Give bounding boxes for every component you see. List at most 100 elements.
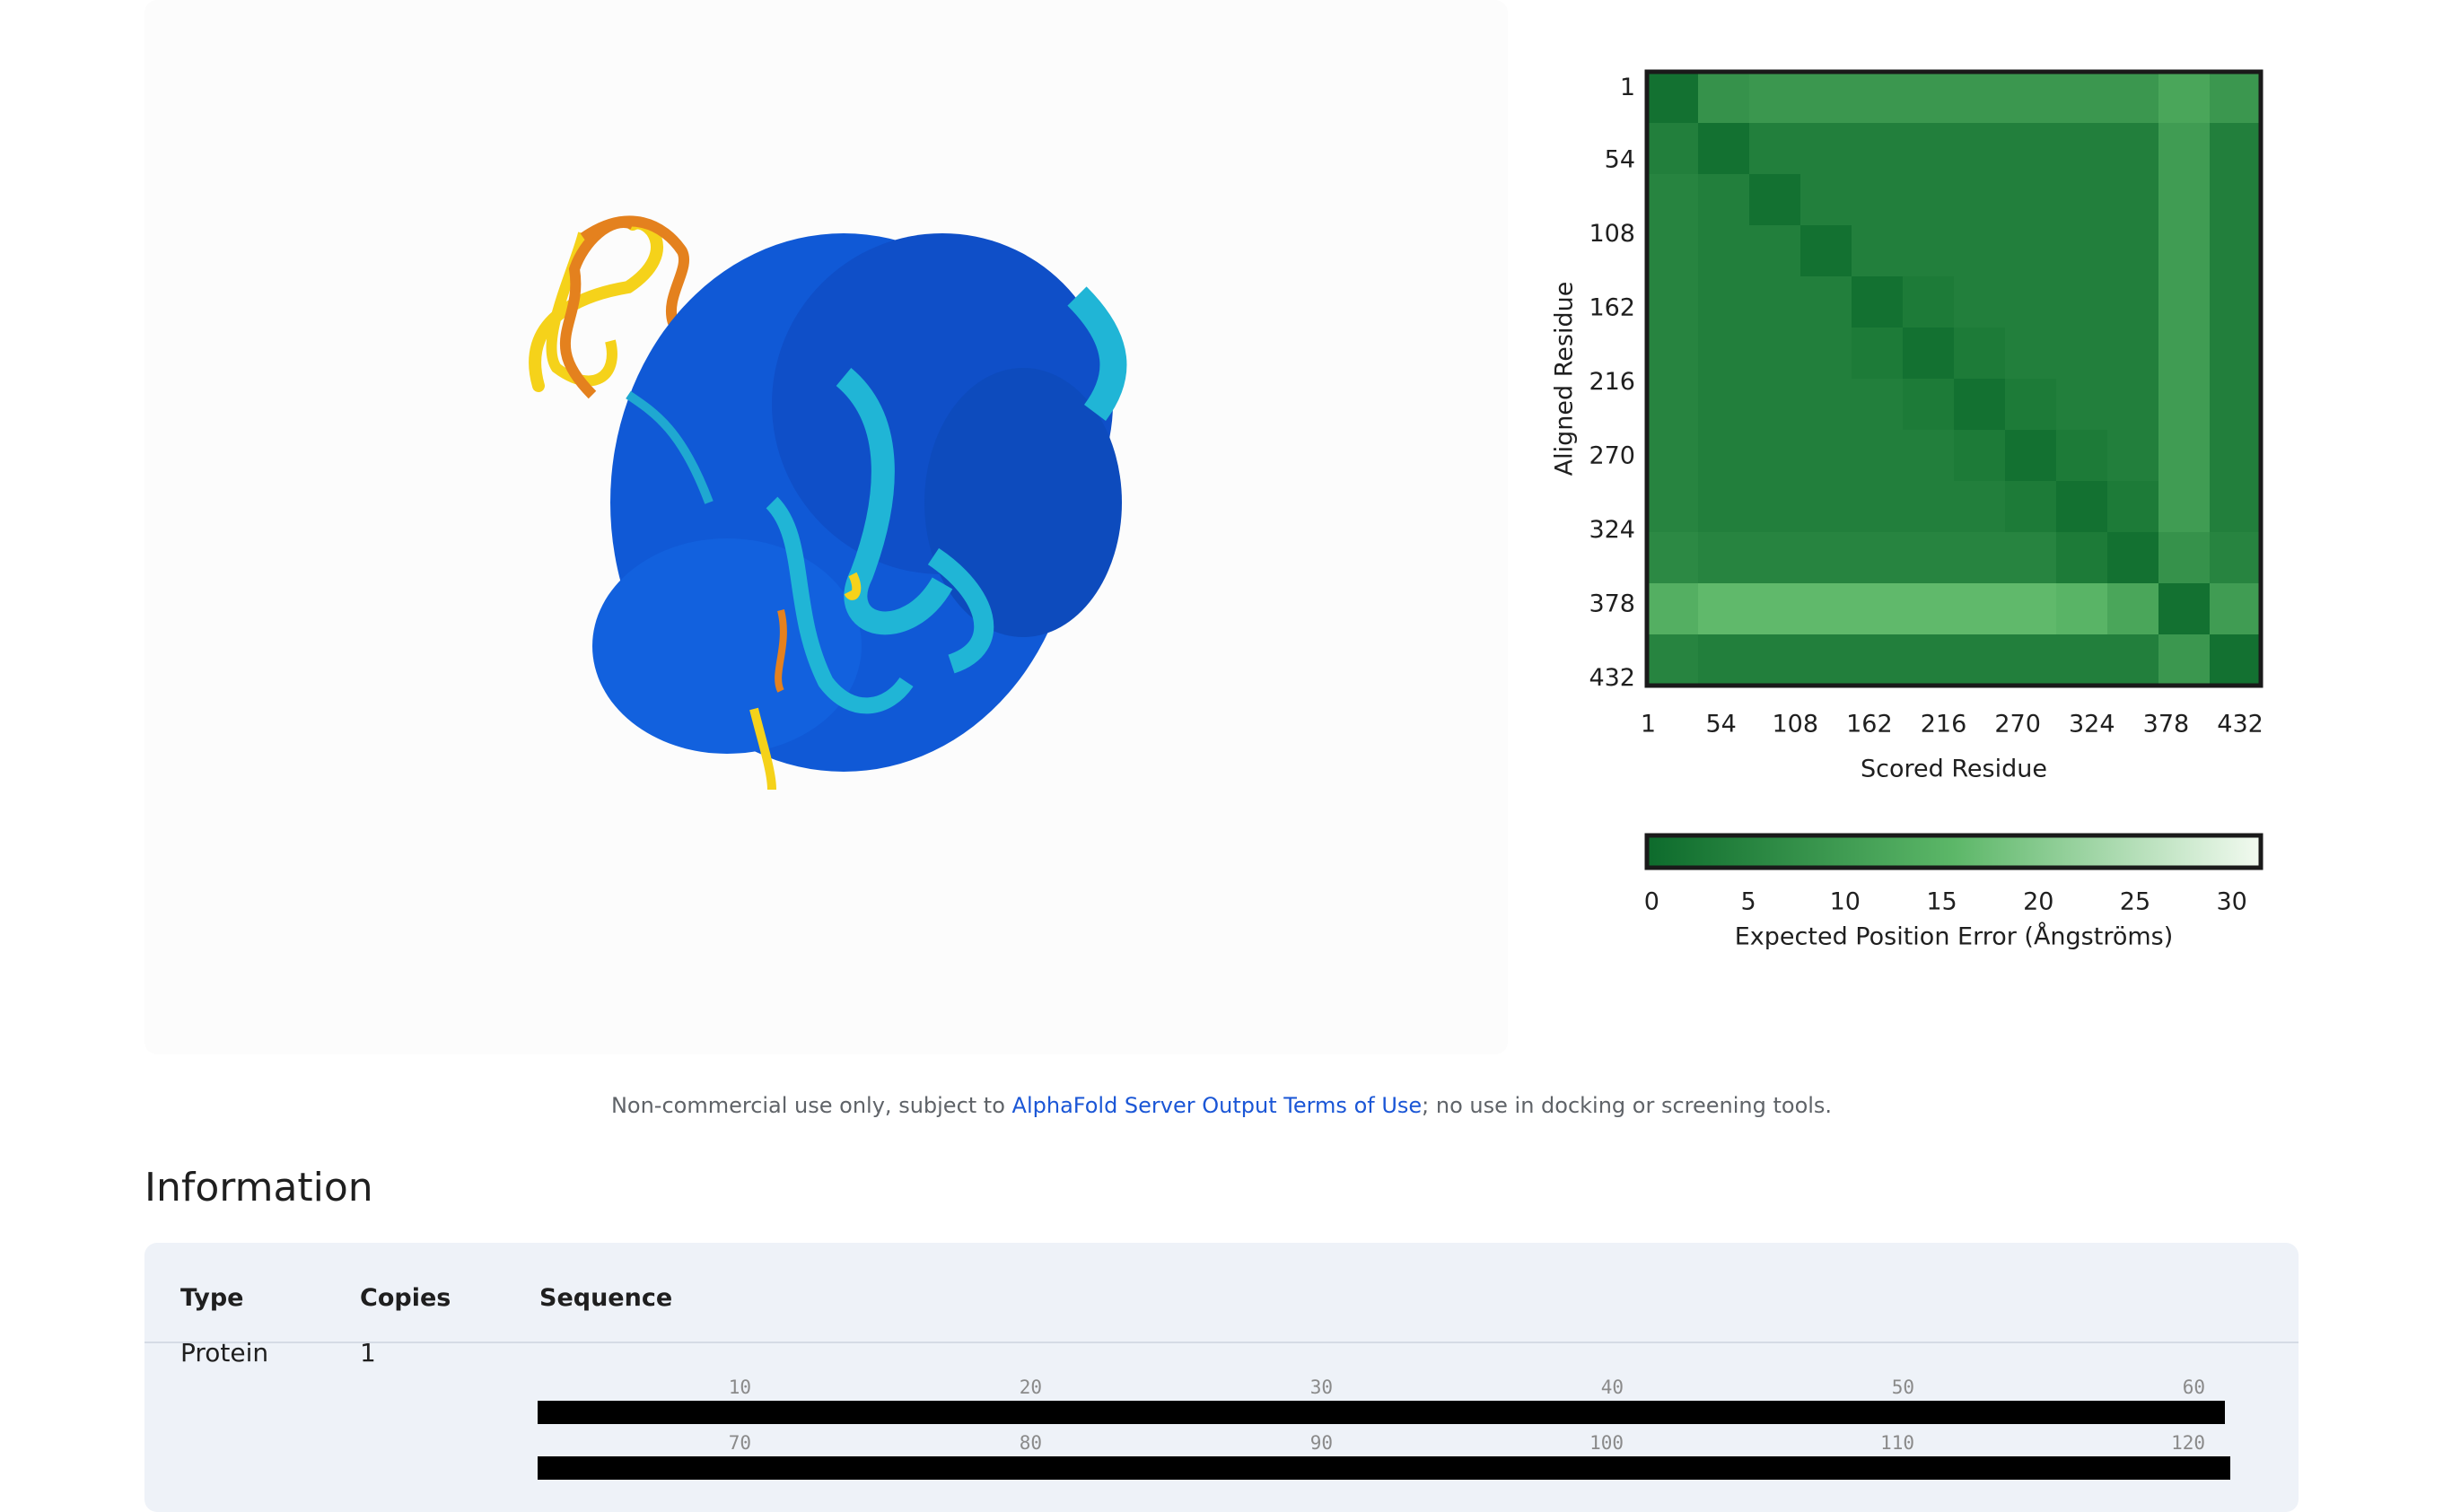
sequence-position: 100 [1589,1432,1624,1454]
heatmap-cell [1800,328,1852,380]
heatmap-cell [1852,174,1904,226]
heatmap-cell [1800,481,1852,533]
heatmap-cell [1749,276,1801,328]
heatmap-cell [1852,276,1904,328]
heatmap-cell [1647,532,1699,584]
heatmap-cell [1647,430,1699,482]
information-table: Type Copies Sequence Protein 1 10 20 30 40 5… [144,1243,2299,1512]
heatmap-cell [2158,532,2211,584]
heatmap-cell [1698,379,1750,431]
heatmap-frame [1644,69,2263,688]
x-tick-label: 432 [2217,711,2263,739]
heatmap-cell [1647,72,1699,124]
heatmap-cell [2107,532,2159,584]
heatmap-cell [1852,379,1904,431]
heatmap-cell [1852,225,1904,277]
heatmap-cell [1749,328,1801,380]
pae-heatmap [1647,72,2262,686]
x-tick-label: 216 [1921,711,1967,739]
entity-type: Protein [180,1338,269,1368]
heatmap-cell [1647,123,1699,175]
heatmap-cell [1954,328,2006,380]
heatmap-cell [1852,634,1904,686]
heatmap-cell [1647,583,1699,635]
heatmap-cell [2210,225,2262,277]
heatmap-cell [2158,481,2211,533]
heatmap-cell [1954,583,2006,635]
terms-link[interactable]: AlphaFold Server Output Terms of Use [1011,1093,1423,1118]
heatmap-cell [1852,583,1904,635]
x-tick-label: 54 [1705,711,1736,739]
heatmap-cell [1903,174,1955,226]
heatmap-cell [2158,328,2211,380]
heatmap-cell [1954,276,2006,328]
heatmap-cell [2005,583,2057,635]
heatmap-cell [2056,379,2108,431]
heatmap-cell [2107,123,2159,175]
heatmap-cell [1903,123,1955,175]
x-tick-label: 378 [2143,711,2190,739]
heatmap-cell [2005,328,2057,380]
heatmap-cell [1698,328,1750,380]
heatmap-cell [1903,328,1955,380]
heatmap-cell [2210,430,2262,482]
heatmap-cell [2158,123,2211,175]
sequence-position: 90 [1310,1432,1333,1454]
sequence-bar [538,1401,2225,1424]
column-header: Type [180,1284,244,1312]
heatmap-cell [1800,276,1852,328]
colorbar-label: Expected Position Error (Ångströms) [1735,922,2174,951]
entity-copies: 1 [360,1338,376,1368]
heatmap-cell [2107,225,2159,277]
heatmap-cell [2056,174,2108,226]
heatmap-cell [1954,532,2006,584]
heatmap-cell [1698,481,1750,533]
heatmap-cell [1647,174,1699,226]
heatmap-cell [1903,481,1955,533]
heatmap-cell [1852,123,1904,175]
colorbar-tick-label: 10 [1830,888,1861,916]
heatmap-cell [1852,328,1904,380]
heatmap-cell [2056,72,2108,124]
heatmap-cell [1800,174,1852,226]
heatmap-cell [1852,430,1904,482]
sequence-position: 120 [2171,1432,2205,1454]
heatmap-cell [2005,379,2057,431]
heatmap-cell [2056,532,2108,584]
y-tick-label: 270 [1589,442,1635,470]
heatmap-cell [1749,481,1801,533]
heatmap-cell [2210,583,2262,635]
heatmap-cell [1749,123,1801,175]
heatmap-cell [1698,72,1750,124]
heatmap-cell [1800,123,1852,175]
heatmap-cell [1749,379,1801,431]
colorbar-tick-label: 0 [1644,888,1659,916]
viewer-and-pae: Aligned Residue Scored Residue Expected … [529,69,2263,951]
colorbar-tick-label: 5 [1741,888,1756,916]
sequence-view: 10 20 30 40 50 60 70 80 90 100 110 120 [538,1377,2230,1480]
heatmap-cell [2210,123,2262,175]
y-tick-label: 324 [1589,516,1635,544]
y-axis-title: Aligned Residue [1551,282,1579,476]
heatmap-cell [2005,532,2057,584]
heatmap-cell [1954,174,2006,226]
heatmap-cell [2158,174,2211,226]
section-title: Information [144,1165,373,1210]
disclaimer: Non-commercial use only, subject to Alph… [0,1093,2443,1118]
sequence-position: 80 [1020,1432,1042,1454]
heatmap-cell [1903,634,1955,686]
heatmap-cell [1698,174,1750,226]
heatmap-cell [2056,328,2108,380]
heatmap-cell [1647,379,1699,431]
heatmap-cell [2005,225,2057,277]
y-tick-label: 108 [1589,220,1635,248]
heatmap-cell [1800,72,1852,124]
heatmap-cell [1698,225,1750,277]
heatmap-cell [1800,379,1852,431]
heatmap-cell [1749,583,1801,635]
heatmap-cell [2158,379,2211,431]
sequence-position: 40 [1601,1377,1624,1398]
heatmap-cell [1800,225,1852,277]
y-tick-label: 432 [1589,664,1635,692]
